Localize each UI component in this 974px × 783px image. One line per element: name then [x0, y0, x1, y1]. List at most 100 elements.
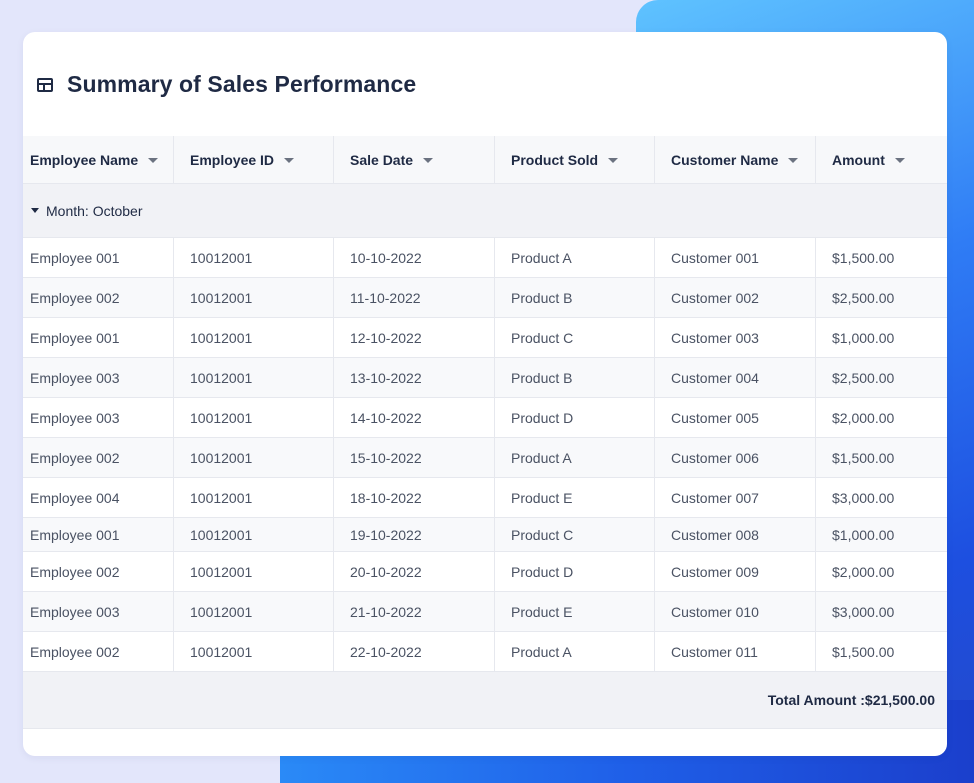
- cell-customer-name: Customer 006: [655, 438, 816, 478]
- cell-product-sold: Product E: [495, 478, 655, 518]
- column-label: Product Sold: [511, 151, 599, 168]
- cell-sale-date: 18-10-2022: [334, 478, 495, 518]
- cell-sale-date: 13-10-2022: [334, 358, 495, 398]
- title-bar: Summary of Sales Performance: [23, 32, 947, 136]
- grid-footer: Total Amount :$21,500.00: [23, 672, 947, 729]
- cell-sale-date: 19-10-2022: [334, 518, 495, 552]
- cell-amount: $2,500.00: [816, 278, 947, 318]
- column-label: Customer Name: [671, 151, 779, 168]
- table-row[interactable]: Employee 002 10012001 11-10-2022 Product…: [23, 278, 947, 318]
- cell-customer-name: Customer 011: [655, 632, 816, 672]
- cell-employee-id: 10012001: [174, 632, 334, 672]
- cell-amount: $1,500.00: [816, 438, 947, 478]
- cell-employee-name: Employee 001: [23, 518, 174, 552]
- cell-product-sold: Product A: [495, 438, 655, 478]
- cell-amount: $2,000.00: [816, 552, 947, 592]
- total-amount: Total Amount :$21,500.00: [767, 692, 935, 708]
- cell-employee-name: Employee 002: [23, 632, 174, 672]
- table-row[interactable]: Employee 001 10012001 10-10-2022 Product…: [23, 238, 947, 278]
- cell-sale-date: 11-10-2022: [334, 278, 495, 318]
- cell-customer-name: Customer 007: [655, 478, 816, 518]
- cell-employee-id: 10012001: [174, 592, 334, 632]
- caret-down-icon[interactable]: [788, 158, 799, 163]
- cell-product-sold: Product D: [495, 398, 655, 438]
- grid-header: Employee Name Employee ID Sale Date Prod…: [23, 136, 947, 184]
- cell-product-sold: Product D: [495, 552, 655, 592]
- cell-customer-name: Customer 010: [655, 592, 816, 632]
- cell-product-sold: Product B: [495, 358, 655, 398]
- caret-down-icon[interactable]: [284, 158, 295, 163]
- table-row[interactable]: Employee 001 10012001 19-10-2022 Product…: [23, 518, 947, 552]
- cell-sale-date: 12-10-2022: [334, 318, 495, 358]
- cell-employee-id: 10012001: [174, 518, 334, 552]
- caret-down-icon[interactable]: [608, 158, 619, 163]
- cell-employee-id: 10012001: [174, 478, 334, 518]
- cell-employee-name: Employee 002: [23, 552, 174, 592]
- table-row[interactable]: Employee 002 10012001 22-10-2022 Product…: [23, 632, 947, 672]
- caret-down-icon[interactable]: [31, 208, 39, 213]
- column-label: Sale Date: [350, 151, 414, 168]
- cell-sale-date: 21-10-2022: [334, 592, 495, 632]
- cell-employee-id: 10012001: [174, 438, 334, 478]
- column-header-customer-name[interactable]: Customer Name: [655, 136, 816, 184]
- cell-employee-id: 10012001: [174, 552, 334, 592]
- caret-down-icon[interactable]: [894, 158, 905, 163]
- table-row[interactable]: Employee 002 10012001 15-10-2022 Product…: [23, 438, 947, 478]
- group-row-october[interactable]: Month: October: [23, 184, 947, 238]
- cell-customer-name: Customer 008: [655, 518, 816, 552]
- cell-employee-id: 10012001: [174, 238, 334, 278]
- caret-down-icon[interactable]: [148, 158, 159, 163]
- cell-employee-name: Employee 002: [23, 278, 174, 318]
- cell-employee-name: Employee 003: [23, 358, 174, 398]
- cell-employee-id: 10012001: [174, 278, 334, 318]
- cell-employee-name: Employee 004: [23, 478, 174, 518]
- cell-employee-id: 10012001: [174, 358, 334, 398]
- group-label: Month: October: [46, 202, 143, 219]
- cell-amount: $2,500.00: [816, 358, 947, 398]
- column-header-amount[interactable]: Amount: [816, 136, 947, 184]
- caret-down-icon[interactable]: [423, 158, 434, 163]
- cell-sale-date: 10-10-2022: [334, 238, 495, 278]
- cell-employee-name: Employee 003: [23, 398, 174, 438]
- cell-amount: $1,000.00: [816, 318, 947, 358]
- cell-product-sold: Product A: [495, 238, 655, 278]
- column-header-employee-name[interactable]: Employee Name: [23, 136, 174, 184]
- page-title: Summary of Sales Performance: [67, 70, 417, 97]
- cell-customer-name: Customer 003: [655, 318, 816, 358]
- column-label: Employee ID: [190, 151, 275, 168]
- table-row[interactable]: Employee 004 10012001 18-10-2022 Product…: [23, 478, 947, 518]
- table-row[interactable]: Employee 003 10012001 14-10-2022 Product…: [23, 398, 947, 438]
- table-row[interactable]: Employee 001 10012001 12-10-2022 Product…: [23, 318, 947, 358]
- cell-customer-name: Customer 002: [655, 278, 816, 318]
- sales-grid: Employee Name Employee ID Sale Date Prod…: [23, 136, 947, 672]
- cell-employee-name: Employee 003: [23, 592, 174, 632]
- column-header-sale-date[interactable]: Sale Date: [334, 136, 495, 184]
- column-header-product-sold[interactable]: Product Sold: [495, 136, 655, 184]
- column-label: Employee Name: [30, 151, 139, 168]
- cell-employee-id: 10012001: [174, 398, 334, 438]
- cell-employee-name: Employee 001: [23, 318, 174, 358]
- cell-amount: $2,000.00: [816, 398, 947, 438]
- sales-summary-card: Summary of Sales Performance Employee Na…: [23, 32, 947, 756]
- grid-body: Employee 001 10012001 10-10-2022 Product…: [23, 238, 947, 672]
- cell-customer-name: Customer 004: [655, 358, 816, 398]
- cell-sale-date: 22-10-2022: [334, 632, 495, 672]
- table-row[interactable]: Employee 003 10012001 21-10-2022 Product…: [23, 592, 947, 632]
- table-row[interactable]: Employee 002 10012001 20-10-2022 Product…: [23, 552, 947, 592]
- column-header-employee-id[interactable]: Employee ID: [174, 136, 334, 184]
- column-label: Amount: [832, 151, 885, 168]
- cell-sale-date: 20-10-2022: [334, 552, 495, 592]
- table-icon: [37, 78, 53, 92]
- cell-amount: $1,500.00: [816, 238, 947, 278]
- cell-customer-name: Customer 001: [655, 238, 816, 278]
- cell-sale-date: 15-10-2022: [334, 438, 495, 478]
- cell-employee-name: Employee 002: [23, 438, 174, 478]
- cell-amount: $1,500.00: [816, 632, 947, 672]
- cell-employee-id: 10012001: [174, 318, 334, 358]
- cell-amount: $3,000.00: [816, 478, 947, 518]
- cell-employee-name: Employee 001: [23, 238, 174, 278]
- cell-amount: $1,000.00: [816, 518, 947, 552]
- table-row[interactable]: Employee 003 10012001 13-10-2022 Product…: [23, 358, 947, 398]
- cell-product-sold: Product E: [495, 592, 655, 632]
- cell-product-sold: Product B: [495, 278, 655, 318]
